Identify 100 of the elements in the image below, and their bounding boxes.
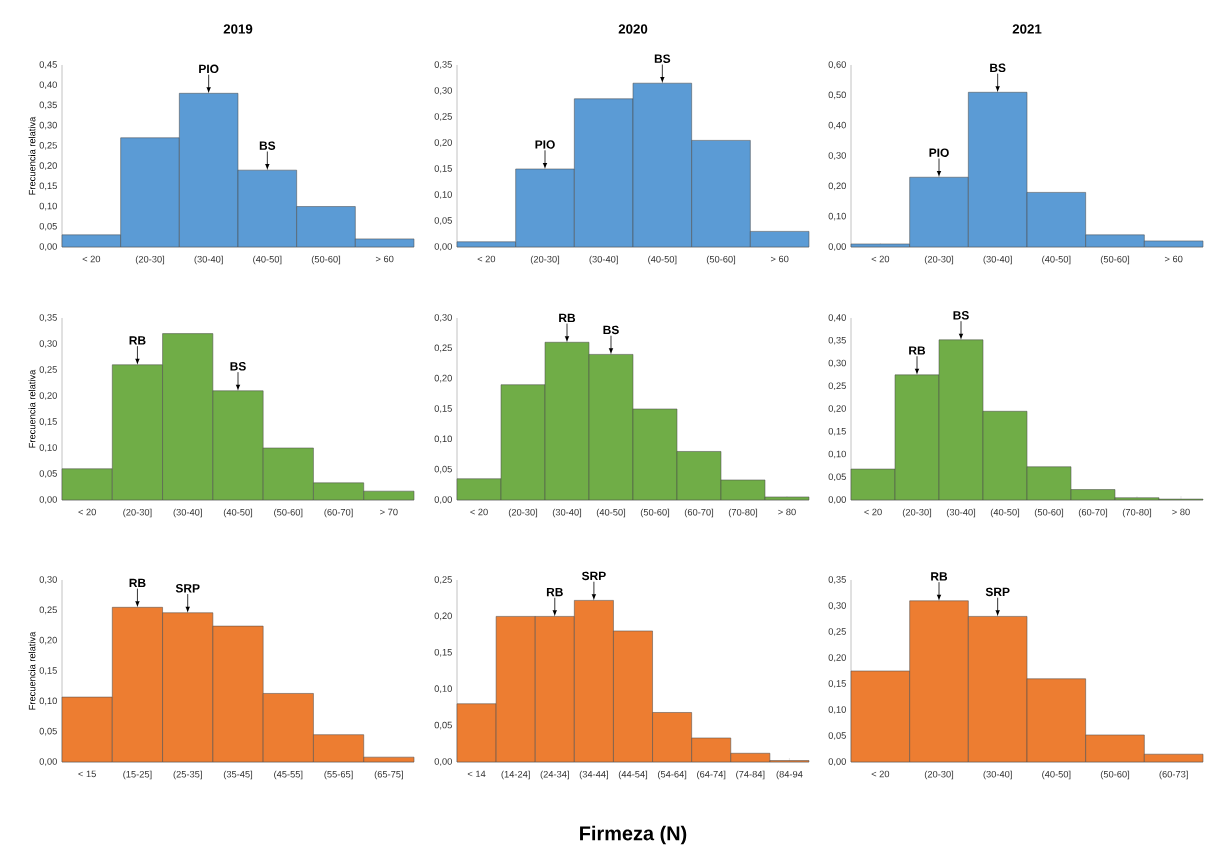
x-tick-label: < 20	[78, 508, 96, 516]
x-tick-label: (60-73]	[1159, 770, 1188, 780]
y-tick-label: 0,15	[434, 165, 452, 173]
y-tick-label: 0,20	[39, 162, 57, 171]
y-tick-label: 0,05	[39, 223, 57, 231]
x-tick-label: < 20	[871, 770, 890, 778]
y-tick-label: 0,15	[434, 405, 452, 413]
x-tick-label: < 14	[467, 770, 486, 778]
y-tick-label: 0,10	[828, 706, 846, 714]
x-tick-label: (70-80]	[728, 508, 758, 518]
y-tick-label: 0,10	[39, 697, 57, 706]
annotation: RB	[546, 588, 563, 597]
x-tick-label: > 60	[770, 255, 789, 263]
y-tick-label: 0,15	[434, 649, 452, 657]
annotation: BS	[953, 311, 969, 320]
y-tick-label: 0,35	[828, 337, 846, 345]
x-tick-label: < 15	[78, 770, 96, 778]
annotation: PIO	[929, 148, 949, 158]
x-tick-label: (60-70]	[684, 508, 714, 518]
x-tick-label: (40-50]	[1042, 255, 1071, 265]
x-tick-label: (74-84]	[736, 770, 765, 780]
y-axis-title: Frecuencia relativa	[28, 369, 36, 448]
y-tick-label: 0,05	[39, 470, 57, 478]
y-tick-label: 0,00	[434, 243, 452, 251]
y-tick-label: 0,05	[828, 473, 846, 482]
y-tick-label: 0,25	[39, 606, 57, 615]
y-tick-label: 0,40	[39, 81, 57, 90]
x-tick-label: (84-94	[776, 770, 803, 780]
chart-title: 2020	[618, 24, 648, 34]
x-tick-label: < 20	[470, 508, 488, 516]
annotation: SRP	[985, 587, 1010, 597]
y-tick-label: 0,10	[434, 435, 452, 444]
x-tick-label: (40-50]	[596, 508, 626, 518]
y-tick-label: 0,20	[39, 636, 57, 645]
annotation: SRP	[581, 571, 606, 581]
y-tick-label: 0,25	[828, 382, 846, 391]
x-tick-label: < 20	[82, 255, 101, 263]
y-tick-label: 0,10	[434, 685, 452, 694]
x-tick-label: > 80	[778, 508, 796, 516]
x-tick-label: (64-74]	[697, 770, 726, 780]
y-tick-label: 0,00	[828, 243, 846, 251]
x-axis-title: Firmeza (N)	[580, 825, 687, 845]
y-tick-label: 0,40	[828, 121, 846, 130]
y-tick-label: 0,15	[39, 182, 57, 191]
annotation: BS	[230, 362, 246, 371]
annotation: RB	[909, 346, 926, 355]
annotation: PIO	[199, 64, 219, 74]
x-tick-label: (40-50]	[648, 255, 677, 265]
y-tick-label: 0,35	[828, 576, 846, 584]
x-tick-label: (40-50]	[223, 508, 253, 518]
x-tick-label: (14-24]	[501, 770, 530, 780]
x-tick-label: < 20	[864, 508, 882, 516]
y-tick-label: 0,15	[828, 428, 846, 436]
annotation: RB	[129, 578, 146, 588]
y-tick-label: 0,25	[434, 113, 452, 121]
y-tick-label: 0,20	[434, 612, 452, 621]
x-tick-label: (45-55]	[274, 770, 303, 780]
y-tick-label: 0,10	[39, 444, 57, 452]
y-tick-label: 0,00	[39, 243, 57, 251]
y-tick-label: 0,30	[39, 121, 57, 130]
x-tick-label: (44-54]	[618, 770, 648, 780]
y-tick-label: 0,30	[828, 359, 846, 368]
x-tick-label: (60-70]	[1078, 508, 1108, 518]
y-tick-label: 0,20	[434, 374, 452, 383]
x-tick-label: (30-40]	[983, 770, 1012, 780]
y-tick-label: 0,30	[434, 314, 452, 322]
x-tick-label: (40-50]	[1042, 770, 1071, 780]
y-tick-label: 0,00	[434, 758, 452, 766]
y-tick-label: 0,00	[828, 496, 846, 504]
y-tick-label: 0,00	[434, 496, 452, 504]
y-tick-label: 0,05	[434, 217, 452, 225]
x-tick-label: (54-64]	[657, 770, 687, 780]
y-tick-label: 0,35	[39, 314, 57, 322]
y-tick-label: 0,15	[39, 418, 57, 426]
y-tick-label: 0,45	[39, 61, 57, 69]
y-tick-label: 0,50	[828, 91, 846, 100]
x-tick-label: > 60	[375, 255, 394, 263]
y-tick-label: 0,10	[828, 450, 846, 459]
annotation: BS	[990, 63, 1006, 73]
x-tick-label: (34-44]	[579, 770, 608, 780]
x-tick-label: (70-80]	[1122, 508, 1152, 518]
x-tick-label: (20-30]	[508, 508, 538, 518]
y-tick-label: 0,00	[39, 758, 57, 766]
x-tick-label: (50-60]	[1100, 770, 1130, 780]
y-tick-label: 0,25	[434, 576, 452, 584]
y-tick-label: 0,35	[434, 61, 452, 69]
y-tick-label: 0,20	[828, 182, 846, 191]
x-tick-label: (15-25]	[123, 770, 152, 780]
y-axis-title: Frecuencia relativa	[28, 631, 36, 710]
x-tick-label: (25-35]	[173, 770, 202, 780]
x-tick-label: (30-40]	[983, 255, 1012, 265]
y-tick-label: 0,25	[828, 628, 846, 636]
x-tick-label: (20-30]	[530, 255, 560, 265]
x-tick-label: (35-45]	[223, 770, 253, 780]
x-tick-label: (20-30]	[924, 770, 954, 780]
x-tick-label: (24-34]	[540, 770, 569, 780]
x-tick-label: (50-60]	[706, 255, 736, 265]
x-tick-label: (30-40]	[552, 508, 582, 518]
x-tick-label: (55-65]	[324, 770, 353, 780]
y-tick-label: 0,05	[434, 465, 452, 474]
